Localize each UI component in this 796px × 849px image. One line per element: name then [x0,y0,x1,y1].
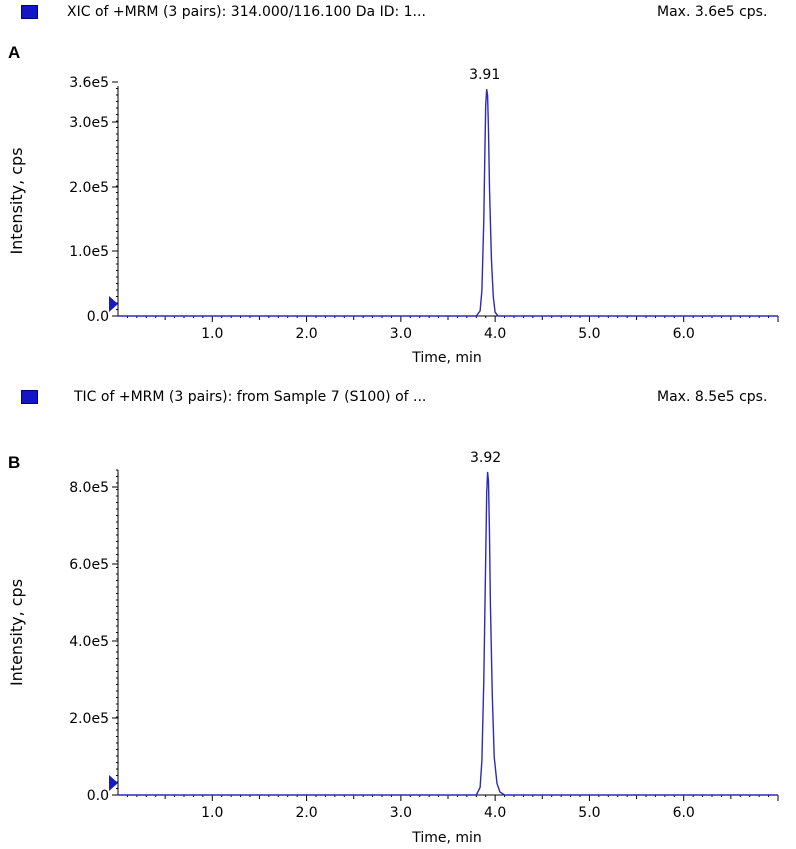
y-tick-label: 2.0e5 [69,711,109,727]
x-tick-label: 4.0 [484,326,506,342]
x-tick-label: 5.0 [578,805,600,821]
panel-letter: B [8,453,21,472]
y-axis-label: Intensity, cps [7,579,26,686]
y-tick-label: 3.0e5 [69,115,109,131]
chart-header-max: Max. 8.5e5 cps. [657,389,768,405]
y-tick-label: 3.6e5 [69,75,109,91]
chromatogram-plot: 0.0 2.0e5 4.0e5 6.0e5 8.0e5 1.0 2.0 3.0 4.0 5.0 6.… [7,450,779,846]
y-tick-label: 2.0e5 [69,180,109,196]
x-tick-label: 3.0 [390,326,412,342]
x-tick-label: 6.0 [673,326,695,342]
x-tick-label: 1.0 [201,326,223,342]
baseline-marker-icon [109,775,118,791]
trace-line [118,471,778,796]
chromatogram-plot: 0.0 1.0e5 2.0e5 3.0e5 3.6e5 1.0 2.0 3.0 4.0 5.0 6.… [7,67,779,366]
x-tick-label: 5.0 [578,326,600,342]
peak-label: 3.91 [469,67,500,83]
x-tick-label: 2.0 [295,805,317,821]
panel-letter: A [8,43,21,62]
x-axis-label: Time, min [411,830,482,846]
x-tick-label: 1.0 [201,805,223,821]
chart-header-title: XIC of +MRM (3 pairs): 314.000/116.100 D… [67,4,426,20]
y-tick-label: 4.0e5 [69,634,109,650]
trace-line [118,89,778,317]
y-tick-label: 6.0e5 [69,557,109,573]
x-axis-label: Time, min [411,350,482,366]
legend-swatch [21,390,38,404]
legend-swatch [21,5,38,19]
y-tick-label: 8.0e5 [69,480,109,496]
x-tick-label: 6.0 [673,805,695,821]
y-axis-label: Intensity, cps [7,147,26,254]
x-tick-label: 2.0 [295,326,317,342]
y-tick-label: 0.0 [87,788,109,804]
baseline-marker-icon [109,296,118,312]
y-tick-label: 1.0e5 [69,244,109,260]
peak-label: 3.92 [470,450,501,466]
chart-panel-a: XIC of +MRM (3 pairs): 314.000/116.100 D… [0,0,796,424]
chart-header-title: TIC of +MRM (3 pairs): from Sample 7 (S1… [74,389,427,405]
x-tick-label: 3.0 [390,805,412,821]
chart-header-max: Max. 3.6e5 cps. [657,4,768,20]
x-tick-label: 4.0 [484,805,506,821]
y-tick-label: 0.0 [87,309,109,325]
chart-panel-b: TIC of +MRM (3 pairs): from Sample 7 (S1… [0,385,796,846]
